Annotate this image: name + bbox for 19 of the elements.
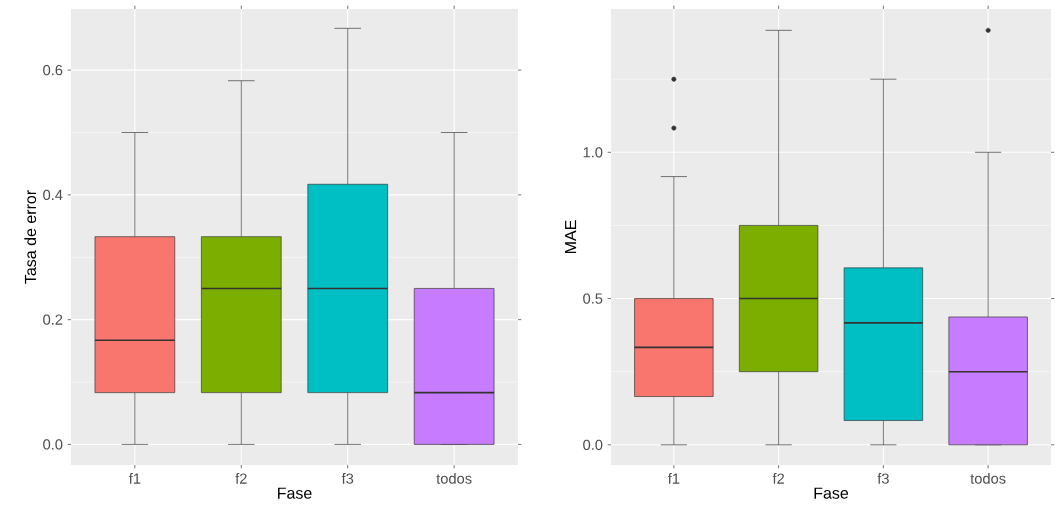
y-axis-title: Tasa de error [24,190,37,284]
y-tick-label: 0.5 [583,293,603,304]
y-tick-label: 0.2 [43,314,63,325]
x-tick-label: todos [970,473,1006,484]
y-tick-label: 0.4 [43,189,63,201]
y-tick-label: 0.0 [43,439,63,450]
x-tick-label: f3 [341,473,354,484]
y-tick-label: 0.6 [43,64,63,76]
x-tick-label: todos [436,473,472,484]
x-tick-label: f1 [128,473,141,484]
y-axis-title: MAE [565,220,577,254]
x-axis-title: Fase [814,487,849,499]
x-tick-label: f2 [772,473,785,484]
x-tick-label: f3 [877,473,889,484]
y-tick-label: 0.0 [583,439,603,450]
x-tick-label: f1 [667,473,680,484]
x-tick-label: f2 [235,473,247,484]
y-tick-label: 1.0 [583,147,603,158]
x-axis-title: Fase [278,487,312,499]
